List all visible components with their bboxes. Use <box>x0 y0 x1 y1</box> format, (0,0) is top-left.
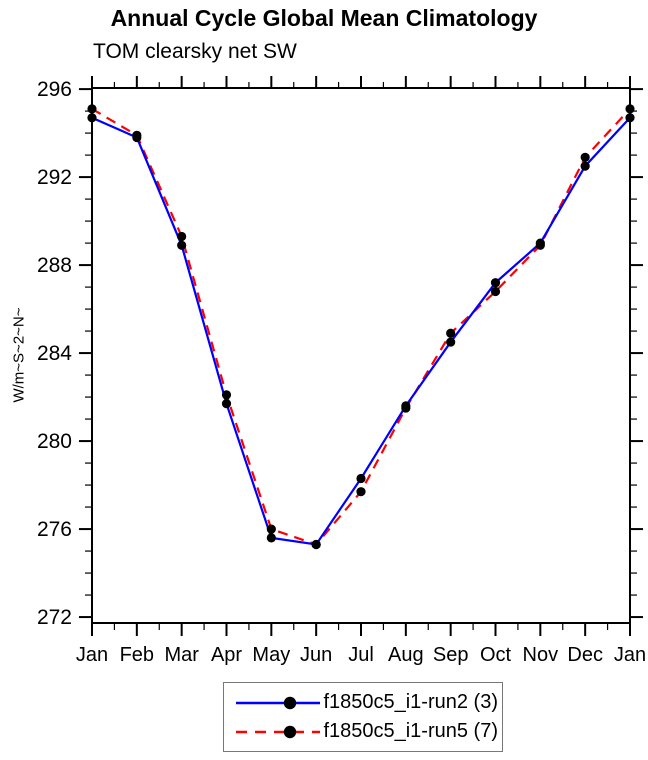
data-point-marker <box>177 240 187 250</box>
data-point-marker <box>132 132 142 143</box>
legend-label-run5: f1850c5_i1-run5 (7) <box>323 720 498 742</box>
y-axis-ticks <box>79 88 643 619</box>
data-point-marker <box>580 161 590 171</box>
y-axis-tick-labels: 272 276 280 284 288 292 296 <box>37 78 72 629</box>
y-tick-label: 292 <box>37 166 72 189</box>
y-tick-label: 276 <box>37 518 72 541</box>
x-tick-label: Sep <box>433 644 469 666</box>
y-tick-label: 288 <box>37 254 72 277</box>
data-point-marker <box>490 286 501 297</box>
data-point-marker <box>446 337 456 347</box>
legend-entry-run5: f1850c5_i1-run5 (7) <box>234 720 498 743</box>
y-tick-label: 272 <box>37 606 72 629</box>
data-point-marker <box>177 231 187 242</box>
legend-label-run2: f1850c5_i1-run2 (3) <box>323 691 498 713</box>
data-point-marker <box>311 539 321 550</box>
x-tick-label: Jan <box>76 644 108 666</box>
data-point-marker <box>221 390 232 400</box>
x-axis-ticks <box>91 76 631 636</box>
data-point-marker <box>87 113 97 123</box>
data-point-marker <box>401 401 411 411</box>
x-tick-label: Apr <box>211 644 242 666</box>
x-axis-tick-labels: Jan Feb Mar Apr May Jun Jul Aug Sep Oct Nov Dec Jan <box>76 644 646 666</box>
x-tick-label: Jul <box>348 644 374 666</box>
series-markers-run2 <box>87 113 635 550</box>
data-point-marker <box>356 487 366 497</box>
y-tick-label: 280 <box>37 430 72 453</box>
data-point-marker <box>266 533 276 543</box>
data-point-marker <box>266 524 276 534</box>
data-point-marker <box>535 238 545 248</box>
x-tick-label: May <box>252 644 290 666</box>
x-tick-label: Aug <box>388 644 424 666</box>
data-point-marker <box>356 473 366 484</box>
x-tick-label: Feb <box>120 644 154 666</box>
data-point-marker <box>625 104 635 114</box>
x-tick-label: Jan <box>614 644 646 666</box>
x-tick-label: Mar <box>164 644 199 666</box>
data-point-marker <box>87 104 97 114</box>
x-tick-label: Jun <box>300 644 332 666</box>
data-point-marker <box>221 399 232 409</box>
legend-entry-run2: f1850c5_i1-run2 (3) <box>234 691 498 714</box>
x-tick-label: Nov <box>523 644 559 666</box>
legend-line-sample-solid <box>236 696 321 709</box>
y-tick-label: 296 <box>37 78 72 101</box>
data-point-marker <box>490 278 501 288</box>
chart-subtitle: TOM clearsky net SW <box>93 40 297 63</box>
x-tick-label: Oct <box>480 644 512 666</box>
axes-frame <box>91 87 631 624</box>
legend-line-sample-dashed <box>236 725 321 738</box>
data-point-marker <box>625 113 635 123</box>
y-tick-label: 284 <box>37 342 72 365</box>
data-point-marker <box>580 152 590 162</box>
legend: f1850c5_i1-run2 (3) f1850c5_i1-run5 (7) <box>223 682 503 752</box>
x-tick-label: Dec <box>567 644 603 666</box>
chart-title: Annual Cycle Global Mean Climatology <box>110 5 538 31</box>
data-point-marker <box>446 328 456 338</box>
